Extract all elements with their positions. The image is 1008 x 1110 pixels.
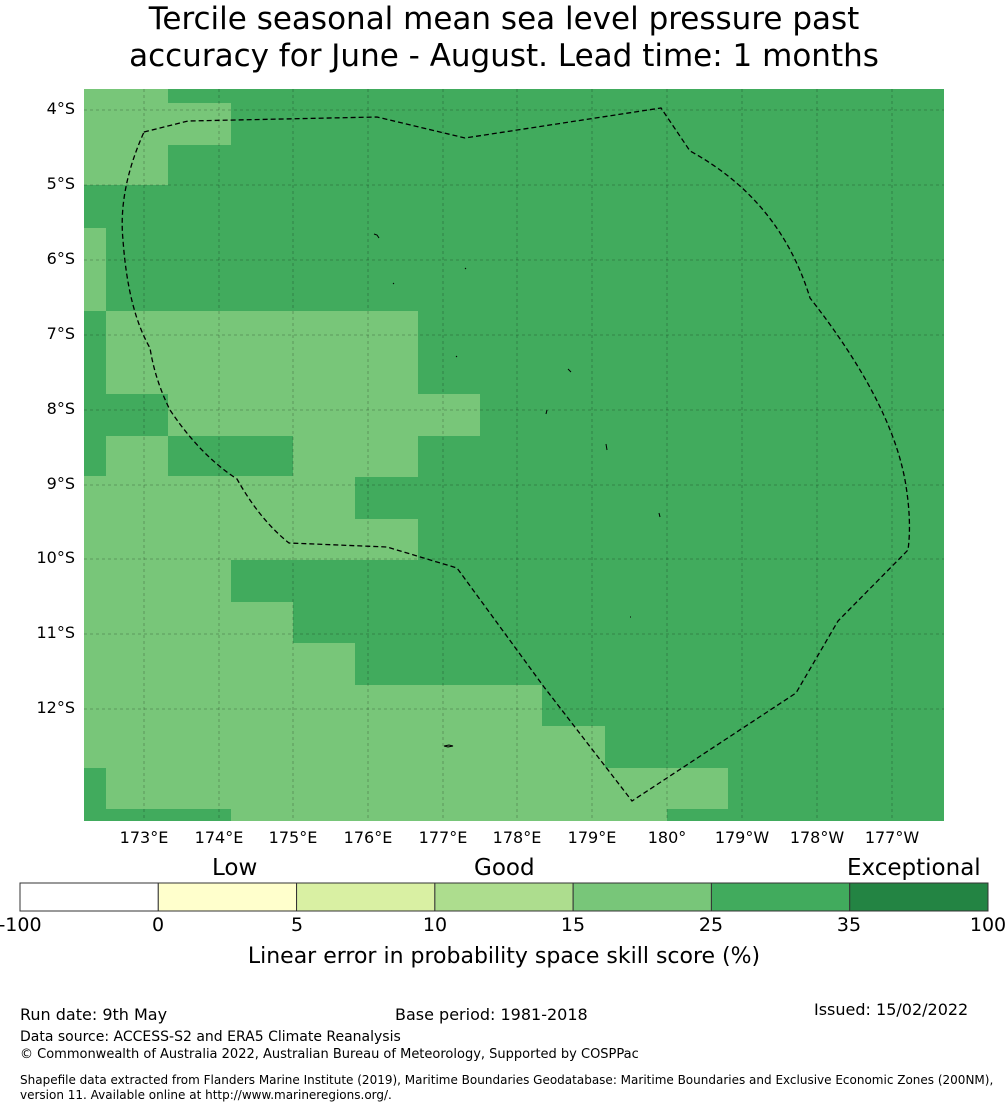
lon-label: 179°W xyxy=(714,828,770,847)
colorbar-segment xyxy=(849,882,989,912)
chart-title-line-1: Tercile seasonal mean sea level pressure… xyxy=(148,1,860,37)
colorbar-segment xyxy=(572,882,712,912)
lat-label: 7°S xyxy=(46,324,75,343)
lon-label: 178°W xyxy=(789,828,845,847)
data-source: Data source: ACCESS-S2 and ERA5 Climate … xyxy=(20,1029,401,1045)
colorbar-label: Linear error in probability space skill … xyxy=(247,944,761,969)
skill-score-map xyxy=(84,89,944,821)
lat-label: 8°S xyxy=(46,399,75,418)
run-date: Run date: 9th May xyxy=(20,1005,168,1024)
colorbar-tick: 25 xyxy=(698,914,724,936)
colorbar-tick: 0 xyxy=(151,914,165,936)
copyright: © Commonwealth of Australia 2022, Austra… xyxy=(20,1047,639,1062)
lon-label: 179°E xyxy=(567,828,617,847)
lat-label: 9°S xyxy=(46,474,75,493)
lat-label: 6°S xyxy=(46,249,75,268)
shapefile-credit-line-2: version 11. Available online at http://w… xyxy=(20,1088,392,1102)
colorbar-tick: 10 xyxy=(422,914,448,936)
lat-label: 4°S xyxy=(46,99,75,118)
colorbar xyxy=(19,882,989,912)
colorbar-tick: -100 xyxy=(0,914,42,936)
colorbar-tick: 15 xyxy=(560,914,586,936)
map-gridlines xyxy=(84,89,944,821)
lon-label: 177°E xyxy=(418,828,468,847)
colorbar-segment xyxy=(19,882,159,912)
colorbar-category-low: Low xyxy=(212,855,258,881)
colorbar-category-good: Good xyxy=(474,855,535,881)
colorbar-tick: 100 xyxy=(969,914,1007,936)
lat-label: 12°S xyxy=(36,698,75,717)
colorbar-segment xyxy=(434,882,574,912)
lon-label: 180° xyxy=(647,828,687,847)
shapefile-credit-line-1: Shapefile data extracted from Flanders M… xyxy=(20,1073,994,1087)
lat-label: 5°S xyxy=(46,174,75,193)
colorbar-segment xyxy=(710,882,851,912)
lat-label: 10°S xyxy=(36,548,75,567)
eez-boundary xyxy=(121,107,911,802)
lon-label: 174°E xyxy=(194,828,244,847)
lon-label: 176°E xyxy=(343,828,393,847)
colorbar-tick: 5 xyxy=(290,914,304,936)
base-period: Base period: 1981-2018 xyxy=(395,1005,588,1024)
issued-date: Issued: 15/02/2022 xyxy=(814,1000,969,1019)
lon-label: 178°E xyxy=(492,828,542,847)
lon-label: 175°E xyxy=(268,828,318,847)
colorbar-segment xyxy=(157,882,298,912)
lon-label: 177°W xyxy=(864,828,920,847)
colorbar-tick: 35 xyxy=(836,914,862,936)
lat-label: 11°S xyxy=(36,623,75,642)
lon-label: 173°E xyxy=(119,828,169,847)
colorbar-category-exceptional: Exceptional xyxy=(847,855,981,881)
chart-title-line-2: accuracy for June - August. Lead time: 1… xyxy=(129,38,879,74)
colorbar-segment xyxy=(296,882,436,912)
island-outlines xyxy=(373,233,661,748)
